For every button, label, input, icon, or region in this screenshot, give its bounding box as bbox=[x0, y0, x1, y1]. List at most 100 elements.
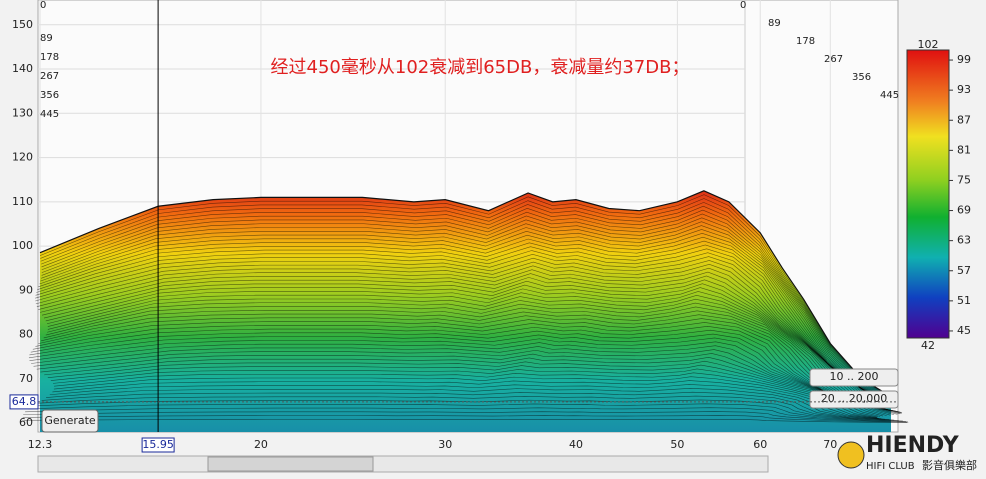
slice-line bbox=[36, 244, 895, 404]
slice-line bbox=[49, 384, 882, 420]
slice-line bbox=[45, 283, 886, 408]
slice-line bbox=[28, 403, 903, 422]
y-tick-label: 110 bbox=[12, 195, 33, 208]
slice-line bbox=[52, 380, 879, 419]
button-label[interactable]: 10 .. 200 bbox=[830, 370, 879, 383]
time-label: 0 bbox=[740, 0, 746, 11]
slice-line bbox=[35, 256, 896, 405]
slice-line bbox=[45, 302, 886, 410]
x-tick-label: 12.3 bbox=[28, 438, 53, 451]
slice-line bbox=[38, 267, 893, 406]
y-tick-label: 120 bbox=[12, 151, 33, 164]
x-tick-label: 30 bbox=[438, 438, 452, 451]
slice-line bbox=[41, 209, 890, 400]
y-tick-label: 140 bbox=[12, 62, 33, 75]
slice-line bbox=[39, 194, 892, 398]
slice-line bbox=[29, 337, 902, 414]
y-tick-label: 150 bbox=[12, 18, 33, 31]
slice-line bbox=[35, 248, 896, 404]
colorbar-tick-label: 45 bbox=[957, 324, 971, 337]
slice-line bbox=[47, 291, 884, 409]
button[interactable] bbox=[41, 409, 99, 433]
button[interactable] bbox=[809, 368, 899, 387]
slice-line bbox=[41, 275, 890, 407]
watermark-sub: HIFI CLUB bbox=[866, 461, 915, 472]
slice-line bbox=[40, 198, 891, 398]
slice-line bbox=[47, 298, 884, 410]
colorbar-max: 102 bbox=[918, 38, 939, 51]
time-label: 445 bbox=[880, 90, 899, 101]
slice-line bbox=[33, 345, 898, 415]
colorbar-tick-label: 81 bbox=[957, 143, 971, 156]
slice-line bbox=[38, 236, 893, 403]
slice-line bbox=[53, 376, 878, 419]
slice-line bbox=[32, 322, 899, 412]
time-label: 267 bbox=[824, 54, 843, 65]
colorbar-tick-label: 69 bbox=[957, 204, 971, 217]
slice-line bbox=[46, 387, 886, 420]
time-label: 356 bbox=[40, 90, 59, 101]
slice-line bbox=[22, 415, 909, 423]
colorbar-tick-label: 63 bbox=[957, 234, 971, 247]
slice-line bbox=[25, 407, 906, 422]
scroll-thumb[interactable] bbox=[207, 456, 374, 472]
colorbar bbox=[906, 49, 950, 339]
slice-line bbox=[41, 205, 891, 399]
slice-line bbox=[52, 368, 878, 418]
slice-line bbox=[36, 264, 895, 406]
y-tick-label: 60 bbox=[19, 416, 33, 429]
slice-line bbox=[41, 213, 890, 400]
button-label[interactable]: 20 .. 20,000 bbox=[821, 392, 887, 405]
slice-line bbox=[46, 287, 885, 408]
colorbar-tick-label: 57 bbox=[957, 264, 971, 277]
slice-line bbox=[47, 295, 884, 409]
slice-line bbox=[40, 271, 891, 407]
x-tick-label: 50 bbox=[670, 438, 684, 451]
slice-line bbox=[36, 349, 895, 416]
slice-line bbox=[37, 240, 894, 403]
slice-line bbox=[28, 333, 903, 414]
slice-line bbox=[41, 310, 890, 411]
button[interactable] bbox=[809, 390, 899, 409]
slice-line bbox=[43, 279, 888, 408]
slice-line bbox=[35, 260, 896, 405]
slice-line bbox=[23, 411, 908, 423]
slice-line bbox=[41, 221, 890, 401]
colorbar-min: 42 bbox=[921, 339, 935, 352]
time-label: 178 bbox=[796, 36, 815, 47]
time-label: 89 bbox=[40, 33, 53, 44]
colorbar-tick-label: 51 bbox=[957, 294, 971, 307]
y-tick-label: 80 bbox=[19, 328, 33, 341]
y-tick-label: 130 bbox=[12, 106, 33, 119]
y-tick-label: 90 bbox=[19, 283, 33, 296]
slice-line bbox=[41, 391, 890, 420]
time-label: 356 bbox=[852, 72, 871, 83]
slice-line bbox=[40, 353, 891, 416]
slice-line bbox=[30, 326, 901, 413]
x-tick-label: 20 bbox=[254, 438, 268, 451]
watermark-brand: HIENDY bbox=[866, 433, 960, 458]
logo-mark bbox=[837, 441, 865, 469]
slice-line bbox=[32, 399, 899, 421]
cursor-x-box bbox=[141, 437, 175, 453]
slice-line bbox=[40, 202, 891, 399]
button-label[interactable]: Generate bbox=[44, 414, 96, 427]
time-label: 89 bbox=[768, 18, 781, 29]
slice-line bbox=[39, 233, 892, 402]
colorbar-tick-label: 99 bbox=[957, 53, 971, 66]
slice-line bbox=[31, 341, 900, 415]
time-label: 267 bbox=[40, 71, 59, 82]
annotation: 经过450毫秒从102衰减到65DB，衰减量约37DB； bbox=[271, 57, 690, 78]
scrollbar[interactable] bbox=[37, 455, 769, 473]
slice-line bbox=[41, 225, 890, 401]
colorbar-tick-label: 75 bbox=[957, 173, 971, 186]
slice-line bbox=[23, 418, 908, 424]
top-edge bbox=[39, 190, 892, 398]
slice-line bbox=[47, 360, 884, 417]
slice-line bbox=[35, 252, 896, 404]
watermark-cn: 影音俱樂部 bbox=[922, 458, 977, 472]
cursor-y-box bbox=[9, 394, 39, 410]
slice-line bbox=[36, 395, 895, 421]
slice-line bbox=[50, 364, 881, 417]
